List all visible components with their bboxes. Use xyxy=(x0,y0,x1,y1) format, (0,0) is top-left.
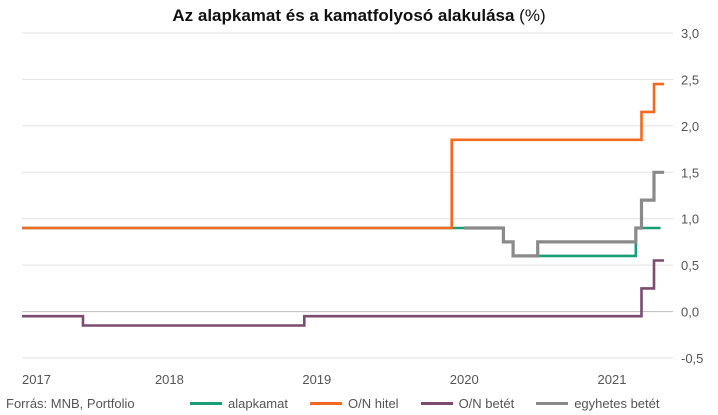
legend-swatch xyxy=(309,402,342,405)
legend-swatch xyxy=(420,402,453,405)
chart-title-unit: (%) xyxy=(519,6,546,25)
legend-label: alapkamat xyxy=(228,396,288,411)
chart-title-text: Az alapkamat és a kamatfolyosó alakulása xyxy=(172,6,515,25)
y-tick-label: 3,0 xyxy=(681,26,699,41)
y-tick-label: 0,5 xyxy=(681,258,699,273)
chart-title: Az alapkamat és a kamatfolyosó alakulása… xyxy=(0,6,718,26)
y-tick-label: 1,0 xyxy=(681,212,699,227)
series-line xyxy=(464,170,665,258)
x-tick-label: 2021 xyxy=(598,372,627,387)
legend: alapkamat O/N hitel O/N betét egyhetes b… xyxy=(190,396,682,411)
source-note: Forrás: MNB, Portfolio xyxy=(6,396,135,411)
y-tick-label: 0,0 xyxy=(681,305,699,320)
legend-item: O/N hitel xyxy=(309,396,399,411)
series-line xyxy=(22,259,665,327)
x-tick-label: 2018 xyxy=(155,372,184,387)
legend-item: O/N betét xyxy=(420,396,515,411)
legend-label: egyhetes betét xyxy=(574,396,660,411)
legend-label: O/N betét xyxy=(458,396,515,411)
x-tick-label: 2020 xyxy=(450,372,479,387)
legend-item: egyhetes betét xyxy=(536,396,660,411)
y-tick-label: -0,5 xyxy=(681,351,703,366)
legend-label: O/N hitel xyxy=(347,396,399,411)
legend-swatch xyxy=(190,402,222,405)
legend-item: alapkamat xyxy=(190,396,288,411)
y-tick-label: 2,5 xyxy=(681,72,699,87)
x-tick-label: 2017 xyxy=(22,372,51,387)
y-tick-label: 1,5 xyxy=(681,165,699,180)
y-tick-label: 2,0 xyxy=(681,119,699,134)
series-line xyxy=(22,82,665,230)
legend-swatch xyxy=(536,402,569,405)
x-tick-label: 2019 xyxy=(302,372,331,387)
